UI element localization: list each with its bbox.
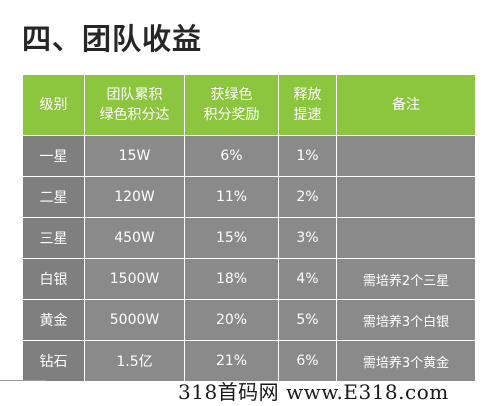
cell-reward: 15% [184,217,279,259]
team-rewards-table: 级别 团队累积 绿色积分达 获绿色 积分奖励 释放 提速 备注 [22,74,476,382]
table-row: 黄金 5000W 20% 5% 需培养3个白银 [22,299,476,341]
cell-level: 钻石 [22,340,85,382]
cell-speed: 4% [278,258,337,300]
cell-note [336,217,476,259]
header-release-speed: 释放 提速 [278,74,337,136]
cell-speed: 5% [278,299,337,341]
cell-reward: 11% [184,176,279,218]
cell-note [336,135,476,177]
header-reward: 获绿色 积分奖励 [184,74,279,136]
table-row: 二星 120W 11% 2% [22,176,476,218]
cell-level: 白银 [22,258,85,300]
table-header-row: 级别 团队累积 绿色积分达 获绿色 积分奖励 释放 提速 备注 [22,74,476,136]
cell-speed: 1% [278,135,337,177]
watermark-text: 318首码网 www.E318.com [178,380,449,404]
header-team-points: 团队累积 绿色积分达 [84,74,185,136]
cell-note: 需培养3个黄金 [336,340,476,382]
cell-points: 15W [84,135,185,177]
table-row: 钻石 1.5亿 21% 6% 需培养3个黄金 [22,340,476,382]
cell-reward: 18% [184,258,279,300]
cell-reward: 20% [184,299,279,341]
cell-level: 二星 [22,176,85,218]
cell-points: 5000W [84,299,185,341]
cell-points: 450W [84,217,185,259]
cell-points: 1500W [84,258,185,300]
page-title: 四、团队收益 [22,22,203,56]
cell-level: 三星 [22,217,85,259]
cell-level: 一星 [22,135,85,177]
table-row: 一星 15W 6% 1% [22,135,476,177]
cell-level: 黄金 [22,299,85,341]
team-rewards-table-container: 级别 团队累积 绿色积分达 获绿色 积分奖励 释放 提速 备注 [22,74,476,382]
cell-points: 1.5亿 [84,340,185,382]
cell-note [336,176,476,218]
header-level: 级别 [22,74,85,136]
cell-reward: 6% [184,135,279,177]
cell-speed: 2% [278,176,337,218]
table-row: 白银 1500W 18% 4% 需培养2个三星 [22,258,476,300]
header-note: 备注 [336,74,476,136]
cell-note: 需培养3个白银 [336,299,476,341]
cell-speed: 3% [278,217,337,259]
table-row: 三星 450W 15% 3% [22,217,476,259]
footer-divider [0,380,46,381]
cell-points: 120W [84,176,185,218]
cell-note: 需培养2个三星 [336,258,476,300]
cell-reward: 21% [184,340,279,382]
